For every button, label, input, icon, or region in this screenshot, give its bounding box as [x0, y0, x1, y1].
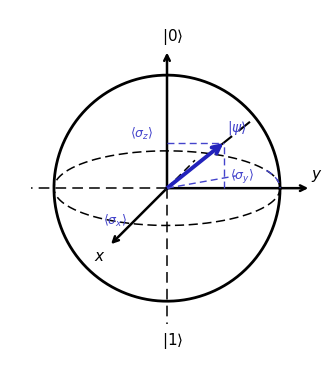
Text: $\langle\sigma_y\rangle$: $\langle\sigma_y\rangle$	[230, 168, 255, 186]
Text: $\langle\sigma_z\rangle$: $\langle\sigma_z\rangle$	[130, 126, 153, 142]
Text: $|\psi\rangle$: $|\psi\rangle$	[227, 119, 247, 137]
Text: $\langle\sigma_x\rangle$: $\langle\sigma_x\rangle$	[103, 213, 128, 229]
Text: $|0\rangle$: $|0\rangle$	[162, 27, 183, 47]
Text: $y$: $y$	[311, 168, 322, 183]
Text: $|1\rangle$: $|1\rangle$	[162, 330, 183, 350]
Text: $x$: $x$	[94, 249, 106, 264]
